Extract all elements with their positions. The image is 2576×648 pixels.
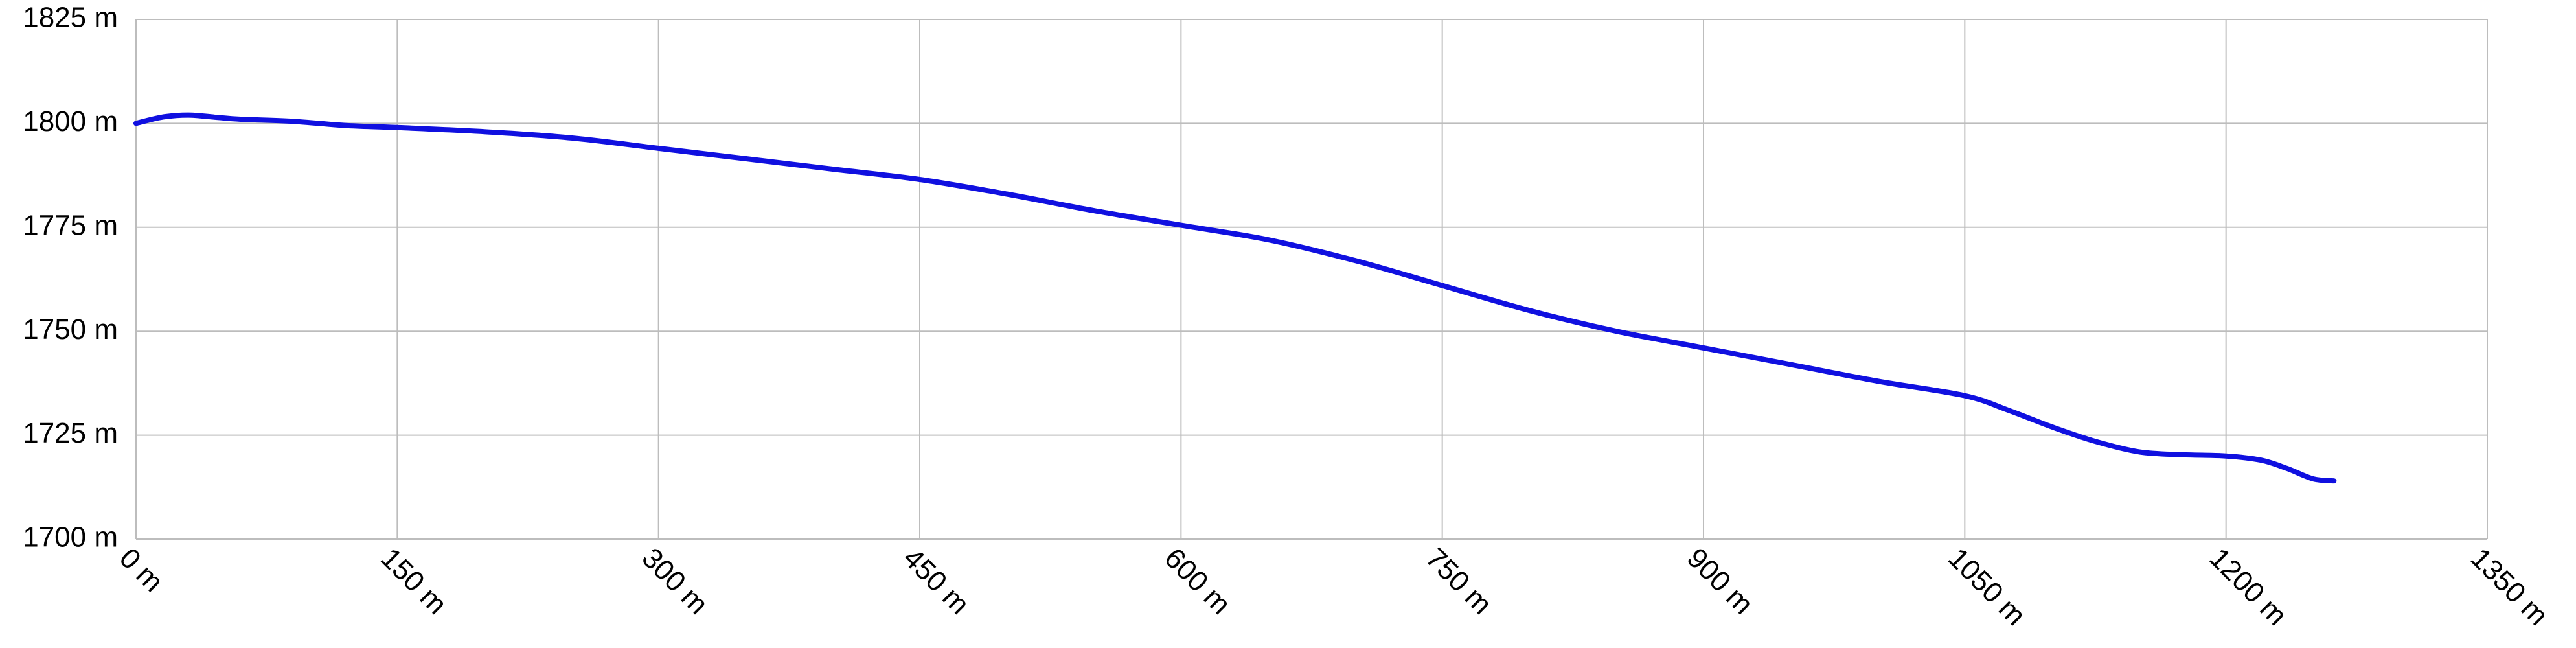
y-axis-ticks: 1700 m 1725 m 1750 m 1775 m 1800 m 1825 m [23, 2, 118, 553]
x-tick-label: 900 m [1681, 542, 1759, 620]
y-tick-label: 1725 m [23, 417, 118, 449]
x-tick-label: 300 m [636, 542, 714, 620]
x-tick-label: 150 m [374, 542, 453, 620]
x-tick-label: 1200 m [2204, 542, 2293, 631]
x-tick-label: 600 m [1158, 542, 1237, 620]
x-tick-label: 1050 m [1942, 542, 2031, 631]
x-tick-label: 0 m [113, 542, 170, 598]
y-tick-label: 1800 m [23, 106, 118, 137]
x-axis-ticks: 0 m 150 m 300 m 450 m 600 m 750 m 900 m 1050 m 1… [113, 542, 2554, 631]
x-tick-label: 450 m [897, 542, 975, 620]
x-tick-label: 750 m [1420, 542, 1498, 620]
y-tick-label: 1825 m [23, 2, 118, 34]
series-group [133, 112, 2337, 484]
y-tick-label: 1700 m [23, 522, 118, 553]
y-tick-label: 1750 m [23, 314, 118, 345]
elevation-line [133, 112, 2337, 484]
y-tick-label: 1775 m [23, 209, 118, 241]
x-tick-label: 1350 m [2465, 542, 2554, 631]
grid-lines [135, 19, 2488, 540]
